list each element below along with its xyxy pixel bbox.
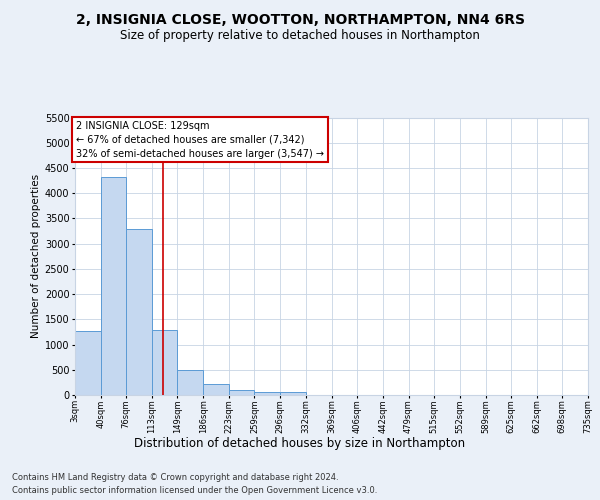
Bar [280, 392, 305, 395]
Bar [178, 370, 203, 395]
Text: Contains HM Land Registry data © Crown copyright and database right 2024.: Contains HM Land Registry data © Crown c… [12, 472, 338, 482]
Bar [203, 384, 229, 395]
Text: 2 INSIGNIA CLOSE: 129sqm
← 67% of detached houses are smaller (7,342)
32% of sem: 2 INSIGNIA CLOSE: 129sqm ← 67% of detach… [76, 120, 324, 158]
Bar [254, 392, 280, 395]
Bar [126, 228, 152, 395]
Bar [101, 176, 126, 395]
Bar [152, 330, 178, 395]
Text: Size of property relative to detached houses in Northampton: Size of property relative to detached ho… [120, 29, 480, 42]
Y-axis label: Number of detached properties: Number of detached properties [31, 174, 41, 338]
Text: Contains public sector information licensed under the Open Government Licence v3: Contains public sector information licen… [12, 486, 377, 495]
Bar [75, 332, 101, 395]
Bar [229, 390, 254, 395]
Text: Distribution of detached houses by size in Northampton: Distribution of detached houses by size … [134, 438, 466, 450]
Text: 2, INSIGNIA CLOSE, WOOTTON, NORTHAMPTON, NN4 6RS: 2, INSIGNIA CLOSE, WOOTTON, NORTHAMPTON,… [76, 12, 524, 26]
